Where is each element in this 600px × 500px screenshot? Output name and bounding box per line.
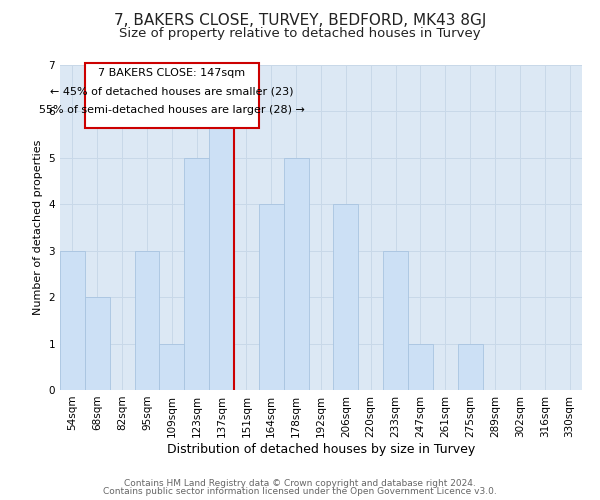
Bar <box>284 158 308 390</box>
FancyBboxPatch shape <box>85 62 259 128</box>
Bar <box>160 344 184 390</box>
Bar <box>184 158 209 390</box>
Bar <box>85 297 110 390</box>
Text: 55% of semi-detached houses are larger (28) →: 55% of semi-detached houses are larger (… <box>39 106 305 116</box>
Bar <box>209 112 234 390</box>
Text: 7, BAKERS CLOSE, TURVEY, BEDFORD, MK43 8GJ: 7, BAKERS CLOSE, TURVEY, BEDFORD, MK43 8… <box>114 12 486 28</box>
Y-axis label: Number of detached properties: Number of detached properties <box>33 140 43 315</box>
Text: ← 45% of detached houses are smaller (23): ← 45% of detached houses are smaller (23… <box>50 87 293 97</box>
Bar <box>60 250 85 390</box>
Text: Contains public sector information licensed under the Open Government Licence v3: Contains public sector information licen… <box>103 487 497 496</box>
Text: Size of property relative to detached houses in Turvey: Size of property relative to detached ho… <box>119 28 481 40</box>
X-axis label: Distribution of detached houses by size in Turvey: Distribution of detached houses by size … <box>167 442 475 456</box>
Bar <box>458 344 482 390</box>
Text: Contains HM Land Registry data © Crown copyright and database right 2024.: Contains HM Land Registry data © Crown c… <box>124 478 476 488</box>
Bar <box>334 204 358 390</box>
Bar <box>408 344 433 390</box>
Bar <box>259 204 284 390</box>
Bar <box>383 250 408 390</box>
Text: 7 BAKERS CLOSE: 147sqm: 7 BAKERS CLOSE: 147sqm <box>98 68 245 78</box>
Bar <box>134 250 160 390</box>
